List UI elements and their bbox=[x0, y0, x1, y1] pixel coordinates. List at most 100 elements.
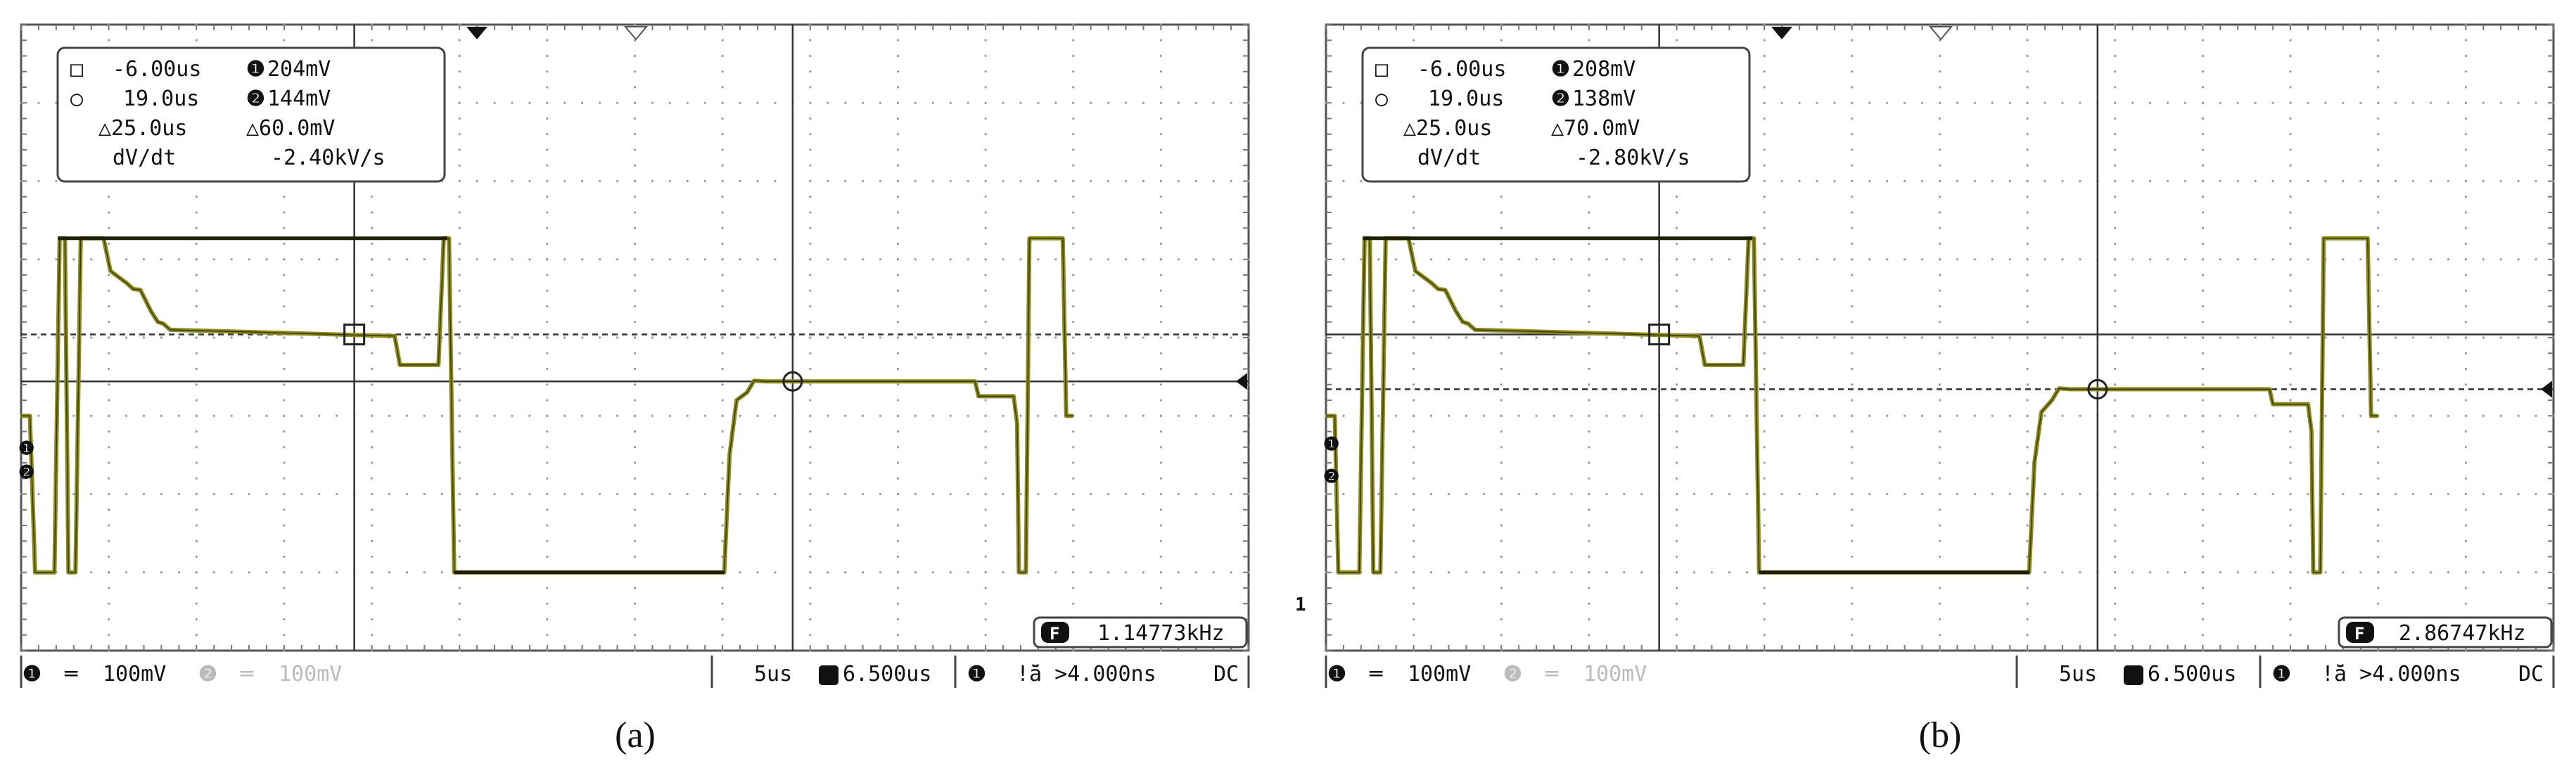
graticule-dot bbox=[1763, 289, 1766, 292]
graticule-dot bbox=[668, 336, 671, 339]
graticule-dot bbox=[1675, 602, 1678, 605]
graticule-dot bbox=[563, 101, 566, 104]
graticule-dot bbox=[809, 86, 812, 89]
graticule-dot bbox=[1413, 367, 1415, 371]
graticule-dot bbox=[2254, 101, 2257, 104]
graticule-dot bbox=[896, 242, 900, 245]
graticule-dot bbox=[984, 101, 987, 104]
graticule-dot bbox=[1159, 289, 1162, 292]
graticule-dot bbox=[1920, 492, 1924, 496]
cursor2-channel: ❷ bbox=[246, 87, 265, 111]
graticule-dot bbox=[984, 305, 987, 308]
graticule-dot bbox=[2499, 414, 2502, 417]
graticule-dot bbox=[2236, 101, 2239, 104]
graticule-dot bbox=[1342, 336, 1345, 339]
graticule-dot bbox=[2464, 571, 2467, 574]
graticule-dot bbox=[2043, 101, 2046, 104]
graticule-dot bbox=[984, 226, 987, 229]
graticule-dot bbox=[1851, 477, 1854, 480]
graticule-dot bbox=[2499, 258, 2502, 261]
graticule-dot bbox=[370, 274, 374, 276]
graticule-dot bbox=[195, 39, 198, 41]
graticule-dot bbox=[2026, 618, 2029, 621]
graticule-dot bbox=[458, 289, 461, 292]
graticule-dot bbox=[283, 399, 286, 402]
graticule-dot bbox=[1833, 336, 1836, 339]
graticule-dot bbox=[2219, 414, 2221, 417]
graticule-dot bbox=[195, 587, 198, 589]
graticule-dot bbox=[2359, 414, 2362, 417]
graticule-dot bbox=[2114, 555, 2117, 558]
graticule-dot bbox=[984, 179, 987, 183]
graticule-dot bbox=[283, 336, 286, 339]
graticule-dot bbox=[2219, 571, 2221, 574]
graticule-dot bbox=[1763, 321, 1766, 324]
time-per-div: 5us bbox=[2059, 662, 2097, 686]
graticule-dot bbox=[1500, 524, 1503, 527]
graticule-dot bbox=[827, 414, 829, 417]
graticule-dot bbox=[248, 336, 250, 339]
graticule-dot bbox=[511, 258, 514, 261]
graticule-dot bbox=[809, 258, 812, 261]
graticule-dot bbox=[195, 321, 198, 324]
graticule-dot bbox=[984, 196, 987, 198]
trigger-level-marker bbox=[2541, 381, 2552, 398]
graticule-dot bbox=[1124, 571, 1128, 574]
graticule-dot bbox=[2324, 336, 2327, 339]
graticule-dot bbox=[1090, 414, 1092, 417]
graticule-dot bbox=[1159, 164, 1162, 167]
graticule-dot bbox=[1851, 196, 1854, 198]
graticule-dot bbox=[370, 242, 374, 245]
graticule-dot bbox=[1107, 101, 1110, 104]
graticule-dot bbox=[844, 258, 847, 261]
graticule-dot bbox=[37, 179, 40, 183]
graticule-dot bbox=[1212, 414, 1215, 417]
graticule-dot bbox=[1072, 39, 1075, 41]
graticule-dot bbox=[1159, 242, 1162, 245]
graticule-dot bbox=[230, 571, 233, 574]
graticule-dot bbox=[405, 571, 409, 574]
graticule-dot bbox=[458, 587, 461, 589]
graticule-dot bbox=[458, 305, 461, 308]
graticule-dot bbox=[511, 336, 514, 339]
graticule-dot bbox=[2026, 148, 2029, 151]
graticule-dot bbox=[1728, 492, 1730, 496]
graticule-dot bbox=[370, 492, 374, 496]
graticule-dot bbox=[2464, 336, 2467, 339]
graticule-dot bbox=[2377, 274, 2380, 276]
graticule-dot bbox=[546, 367, 549, 371]
graticule-dot bbox=[1973, 336, 1976, 339]
graticule-dot bbox=[388, 571, 391, 574]
graticule-dot bbox=[1868, 258, 1871, 261]
graticule-dot bbox=[1552, 258, 1555, 261]
graticule-dot bbox=[721, 117, 724, 120]
graticule-dot bbox=[1413, 289, 1415, 292]
graticule-dot bbox=[1938, 414, 1941, 417]
graticule-dot bbox=[546, 101, 549, 104]
graticule-dot bbox=[546, 352, 549, 354]
graticule-dot bbox=[108, 634, 110, 637]
graticule-dot bbox=[809, 399, 812, 402]
graticule-dot bbox=[2166, 258, 2169, 261]
graticule-dot bbox=[458, 414, 461, 417]
graticule-dot bbox=[2026, 258, 2029, 261]
graticule-dot bbox=[721, 148, 724, 151]
graticule-dot bbox=[1588, 461, 1590, 464]
graticule-dot bbox=[563, 179, 566, 183]
graticule-dot bbox=[2517, 414, 2520, 417]
graticule-dot bbox=[2464, 321, 2467, 324]
graticule-dot bbox=[195, 383, 198, 386]
graticule-dot bbox=[984, 430, 987, 433]
graticule-dot bbox=[283, 383, 286, 386]
graticule-dot bbox=[1588, 305, 1590, 308]
graticule-dot bbox=[2201, 555, 2205, 558]
graticule-dot bbox=[896, 446, 900, 449]
graticule-dot bbox=[546, 196, 549, 198]
graticule-dot bbox=[2411, 101, 2415, 104]
graticule-dot bbox=[1588, 274, 1590, 276]
graticule-dot bbox=[1675, 226, 1678, 229]
waveform-trace-core bbox=[21, 237, 1073, 573]
graticule-dot bbox=[2114, 242, 2117, 245]
graticule-dot bbox=[1159, 509, 1162, 511]
